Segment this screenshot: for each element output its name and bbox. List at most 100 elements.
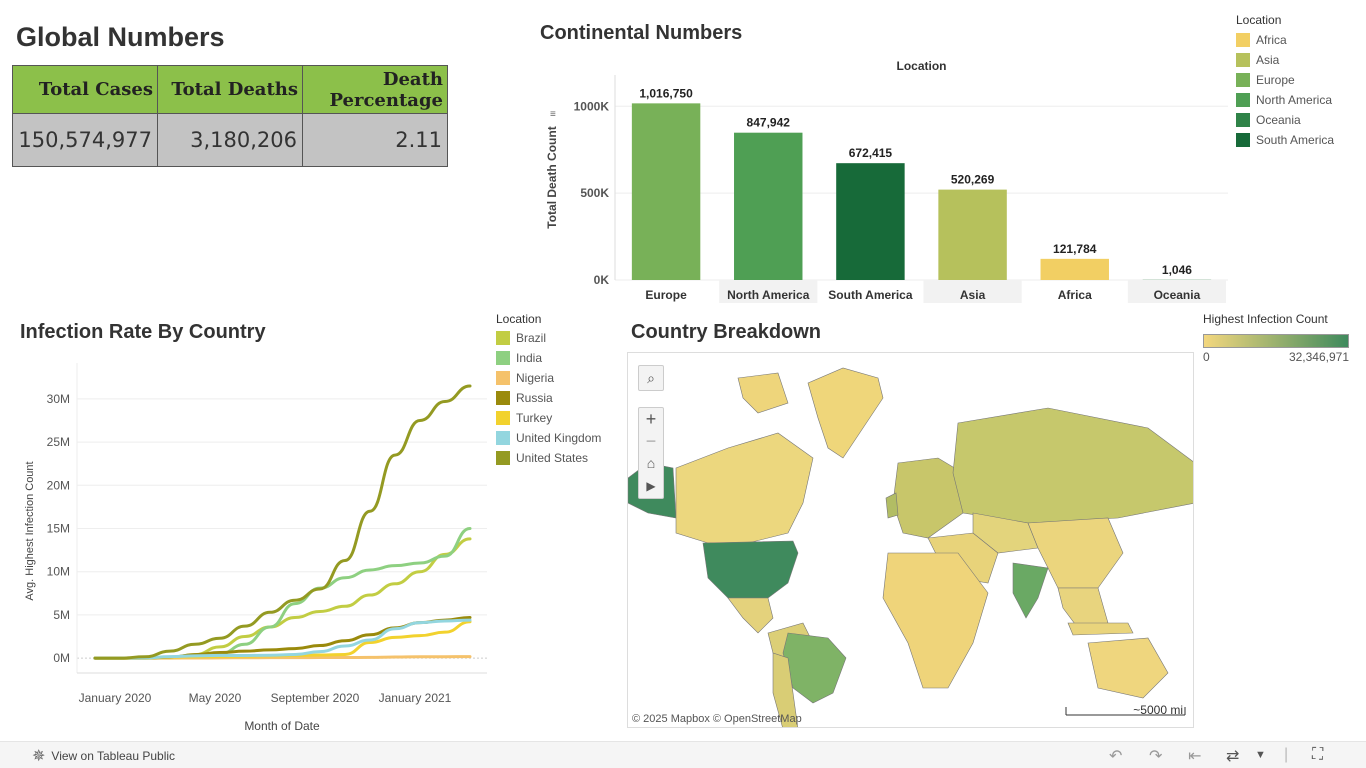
home-icon: ⌂ bbox=[646, 455, 656, 471]
country-breakdown-title: Country Breakdown bbox=[631, 321, 822, 343]
legend-swatch bbox=[496, 391, 510, 405]
legend-swatch bbox=[496, 331, 510, 345]
map-country-usa bbox=[702, 540, 799, 599]
category-band bbox=[719, 280, 818, 303]
header-death-percentage: Death Percentage bbox=[302, 64, 448, 115]
chevron-down-icon[interactable]: ▼ bbox=[1255, 749, 1266, 761]
legend-label: Brazil bbox=[516, 331, 547, 345]
x-tick-label: September 2020 bbox=[271, 691, 360, 705]
legend-label: North America bbox=[1256, 93, 1333, 107]
bar-value-label: 520,269 bbox=[951, 173, 995, 187]
y-tick-label: 10M bbox=[47, 565, 70, 579]
expand-toolbar-button[interactable]: ▶ bbox=[639, 474, 663, 498]
legend-label: Europe bbox=[1256, 73, 1295, 87]
map-country-uk bbox=[885, 492, 899, 519]
continental-legend-item[interactable]: Asia bbox=[1236, 50, 1364, 70]
zoom-in-button[interactable]: + bbox=[639, 408, 663, 430]
x-tick-label: January 2020 bbox=[79, 691, 152, 705]
x-tick-label: Europe bbox=[645, 288, 687, 302]
y-tick-label: 15M bbox=[47, 522, 70, 536]
bar bbox=[938, 189, 1007, 280]
y-tick-label: 25M bbox=[47, 435, 70, 449]
x-axis-label: Month of Date bbox=[244, 719, 320, 730]
view-on-tableau-public-link[interactable]: ✵ View on Tableau Public bbox=[32, 746, 175, 766]
map-country-russia bbox=[952, 407, 1193, 524]
redo-icon[interactable]: ↷ bbox=[1149, 748, 1163, 765]
map-country-southeast-asia bbox=[1057, 587, 1109, 629]
series-line bbox=[93, 620, 472, 660]
infection-legend-item[interactable]: Nigeria bbox=[496, 368, 621, 388]
infection-legend-item[interactable]: Russia bbox=[496, 388, 621, 408]
undo-icon[interactable]: ↶ bbox=[1109, 748, 1123, 765]
x-tick-label: May 2020 bbox=[189, 691, 242, 705]
world-map[interactable]: ⌕ + − ⌂ ▶ © 2025 Mapbox © OpenStreetMap … bbox=[627, 352, 1194, 728]
revert-icon[interactable]: ⇤ bbox=[1188, 748, 1202, 765]
zoom-out-button[interactable]: − bbox=[639, 430, 663, 452]
y-axis-label: Avg. Highest Infection Count bbox=[24, 461, 36, 600]
infection-legend-item[interactable]: Turkey bbox=[496, 408, 621, 428]
map-search-button[interactable]: ⌕ bbox=[638, 365, 664, 391]
tableau-toolbar: ✵ View on Tableau Public ↶ ↷ ⇤ ⇄ ▼ | ⛶ bbox=[0, 741, 1366, 768]
map-attribution[interactable]: © 2025 Mapbox © OpenStreetMap bbox=[632, 713, 802, 725]
search-icon: ⌕ bbox=[647, 369, 655, 386]
tableau-logo-icon: ✵ bbox=[32, 748, 46, 765]
infection-line-chart[interactable]: 0M 5M 10M 15M 20M 25M 30M January 2020 May 2020 S… bbox=[15, 355, 495, 730]
continental-legend-item[interactable]: South America bbox=[1236, 130, 1364, 150]
continental-legend-item[interactable]: North America bbox=[1236, 90, 1364, 110]
continental-bar-chart[interactable]: Location 0K 500K 1000K Total Death Count ≡ 1,0… bbox=[540, 55, 1240, 310]
infection-legend: Location Brazil India Nigeria Russia Turkey U… bbox=[496, 312, 621, 468]
map-legend-min: 0 bbox=[1203, 350, 1210, 364]
reset-view-button[interactable]: ⌂ bbox=[639, 452, 663, 474]
series-line bbox=[93, 618, 472, 660]
legend-swatch bbox=[496, 351, 510, 365]
share-icon[interactable]: ⇄ bbox=[1226, 748, 1240, 765]
value-total-deaths: 3,180,206 bbox=[157, 113, 303, 167]
header-death-line1: Death bbox=[382, 68, 443, 90]
plus-icon: + bbox=[645, 409, 657, 429]
legend-label: Nigeria bbox=[516, 371, 555, 385]
map-legend-gradient bbox=[1203, 334, 1349, 348]
infection-legend-item[interactable]: India bbox=[496, 348, 621, 368]
map-country-indonesia bbox=[1067, 622, 1134, 636]
header-total-deaths: Total Deaths bbox=[157, 64, 303, 115]
bar-value-label: 1,046 bbox=[1162, 263, 1192, 277]
map-country-india bbox=[1012, 562, 1049, 619]
y-tick-label: 20M bbox=[47, 478, 70, 492]
y-tick-label: 1000K bbox=[574, 99, 610, 113]
bar bbox=[631, 103, 701, 280]
infection-legend-item[interactable]: United Kingdom bbox=[496, 428, 621, 448]
y-tick-label: 5M bbox=[53, 608, 70, 622]
infection-legend-item[interactable]: Brazil bbox=[496, 328, 621, 348]
bar bbox=[836, 163, 905, 280]
legend-label: Russia bbox=[516, 391, 553, 405]
y-axis-label: Total Death Count bbox=[545, 126, 559, 228]
map-legend-max: 32,346,971 bbox=[1288, 350, 1349, 364]
infection-rate-title: Infection Rate By Country bbox=[20, 321, 266, 343]
sort-icon: ≡ bbox=[550, 109, 556, 120]
series-line bbox=[93, 537, 472, 660]
infection-legend-item[interactable]: United States bbox=[496, 448, 621, 468]
bar-value-label: 847,942 bbox=[747, 116, 791, 130]
legend-swatch bbox=[1236, 53, 1250, 67]
continental-legend-item[interactable]: Africa bbox=[1236, 30, 1364, 50]
map-country-europe bbox=[892, 457, 964, 539]
map-country-greenland bbox=[807, 367, 884, 459]
fullscreen-icon[interactable]: ⛶ bbox=[1312, 746, 1324, 763]
table-row: 150,574,977 3,180,206 2.11 bbox=[12, 113, 448, 167]
map-zoom-controls: + − ⌂ ▶ bbox=[638, 407, 664, 499]
global-numbers-table: Total Cases Total Deaths Death Percentag… bbox=[12, 64, 448, 167]
continental-legend-item[interactable]: Oceania bbox=[1236, 110, 1364, 130]
legend-label: United Kingdom bbox=[516, 431, 602, 445]
value-total-cases: 150,574,977 bbox=[12, 113, 158, 167]
map-country-arctic-islands bbox=[737, 372, 789, 414]
header-total-cases: Total Cases bbox=[12, 64, 158, 115]
table-header-row: Total Cases Total Deaths Death Percentag… bbox=[12, 64, 448, 115]
map-country-canada bbox=[675, 432, 814, 544]
minus-icon: − bbox=[645, 431, 657, 451]
continental-legend-item[interactable]: Europe bbox=[1236, 70, 1364, 90]
legend-label: Turkey bbox=[516, 411, 553, 425]
map-country-central-asia bbox=[972, 512, 1039, 554]
bar-value-label: 1,016,750 bbox=[639, 86, 693, 100]
legend-label: Africa bbox=[1256, 33, 1287, 47]
x-tick-label: January 2021 bbox=[379, 691, 452, 705]
